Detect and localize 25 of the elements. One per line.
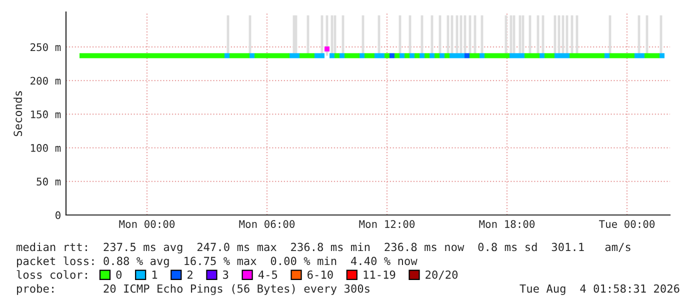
text: Tue Aug 4 01:58:31 2026	[520, 284, 680, 295]
y-tick-label: 50 m	[36, 178, 61, 186]
text: packet loss: 0.88 % avg 16.75 % max 0.00 % min 4.40 % now	[17, 256, 418, 268]
y-tick-label: 0	[56, 211, 60, 220]
x-tick-label: Mon 06:00	[239, 220, 295, 228]
x-tick-label: Tue 00:00	[599, 220, 655, 228]
y-tick-label: 100 m	[31, 144, 61, 152]
y-tick-label: 150 m	[31, 110, 61, 118]
legend-label: 2	[188, 270, 192, 279]
legend-title: loss color:	[16, 270, 87, 279]
legend-label: 0	[116, 270, 122, 279]
legend-label: 6-10	[308, 270, 333, 279]
text: probe: 20 ICMP Echo Pings (56 Bytes) every 300s	[17, 284, 370, 295]
x-tick-label: Mon 18:00	[479, 220, 535, 228]
legend-label: 20/20	[426, 270, 458, 280]
x-tick-label: Mon 00:00	[119, 220, 175, 228]
y-tick-label: 200 m	[30, 76, 61, 85]
y-axis-title: Seconds	[13, 91, 22, 136]
x-tick-label: Mon 12:00	[359, 220, 415, 228]
legend-label: 1	[152, 270, 158, 279]
legend-label: 4-5	[258, 270, 278, 279]
y-tick-label: 250 m	[30, 43, 61, 52]
legend-label: 11-19	[364, 270, 396, 279]
text: median rtt: 237.5 ms avg 247.0 ms max 236.8 ms min 236.8 ms now 0.8 ms sd 301.1 am/s	[16, 242, 630, 254]
legend-label: 3	[223, 270, 228, 279]
